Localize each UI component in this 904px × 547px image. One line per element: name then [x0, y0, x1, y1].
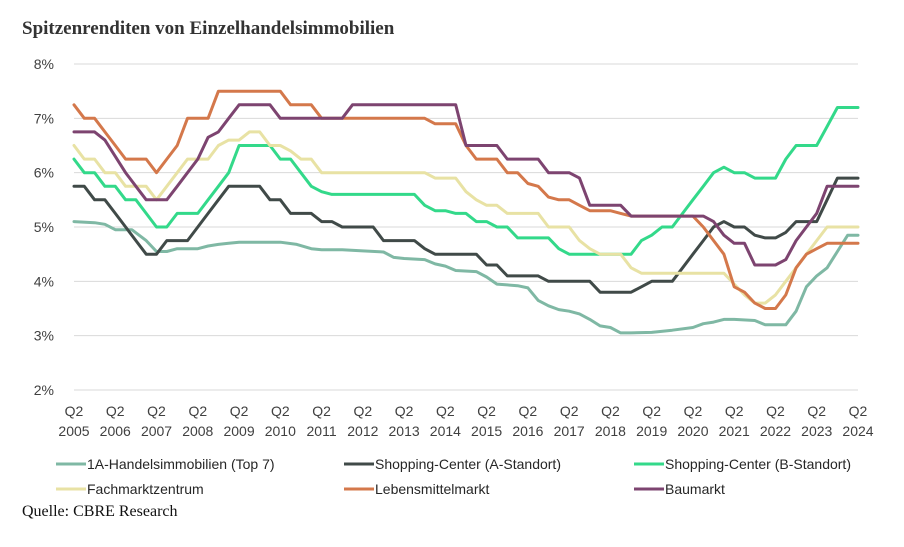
legend: 1A-Handelsimmobilien (Top 7) Shopping-Cen… [56, 456, 851, 497]
y-tick-label: 4% [34, 273, 54, 289]
legend-label: Fachmarktzentrum [87, 481, 204, 497]
x-tick-quarter: Q2 [684, 403, 703, 419]
legend-label: Shopping-Center (B-Standort) [665, 456, 851, 472]
series-line [72, 106, 860, 256]
x-tick-year: 2011 [307, 423, 337, 439]
x-tick-quarter: Q2 [642, 403, 661, 419]
x-tick-quarter: Q2 [353, 403, 372, 419]
x-tick-year: 2018 [595, 423, 626, 439]
x-tick-year: 2015 [471, 423, 502, 439]
x-tick-quarter: Q2 [65, 403, 84, 419]
x-tick-year: 2014 [430, 423, 461, 439]
x-tick-quarter: Q2 [312, 403, 331, 419]
x-tick-year: 2016 [512, 423, 543, 439]
y-tick-label: 2% [34, 382, 54, 398]
line-chart: 2%3%4%5%6%7%8% Q22005Q22006Q22007Q22008Q… [34, 56, 874, 497]
x-tick-year: 2013 [389, 423, 420, 439]
x-tick-year: 2007 [141, 423, 172, 439]
legend-label: Lebensmittelmarkt [375, 481, 489, 497]
x-tick-year: 2022 [760, 423, 791, 439]
chart-title: Spitzenrenditen von Einzelhandelsimmobil… [22, 18, 395, 39]
x-tick-quarter: Q2 [271, 403, 290, 419]
y-tick-label: 6% [34, 165, 54, 181]
x-tick-quarter: Q2 [395, 403, 414, 419]
x-tick-year: 2021 [719, 423, 750, 439]
x-tick-quarter: Q2 [188, 403, 207, 419]
x-tick-quarter: Q2 [436, 403, 455, 419]
x-tick-quarter: Q2 [106, 403, 125, 419]
x-tick-year: 2008 [182, 423, 213, 439]
y-tick-label: 5% [34, 219, 54, 235]
x-tick-quarter: Q2 [849, 403, 868, 419]
x-tick-quarter: Q2 [560, 403, 579, 419]
x-tick-year: 2005 [58, 423, 89, 439]
y-tick-label: 7% [34, 110, 54, 126]
x-tick-year: 2010 [265, 423, 296, 439]
series-line [72, 220, 860, 335]
series-line [72, 89, 860, 310]
gridlines [74, 63, 858, 391]
x-tick-year: 2012 [347, 423, 378, 439]
x-tick-quarter: Q2 [147, 403, 166, 419]
x-tick-quarter: Q2 [725, 403, 744, 419]
y-tick-label: 3% [34, 328, 54, 344]
x-tick-year: 2024 [842, 423, 873, 439]
x-tick-year: 2023 [801, 423, 832, 439]
source-note: Quelle: CBRE Research [22, 503, 178, 520]
x-tick-quarter: Q2 [519, 403, 538, 419]
x-tick-quarter: Q2 [230, 403, 249, 419]
x-tick-year: 2019 [636, 423, 667, 439]
x-tick-quarter: Q2 [766, 403, 785, 419]
series-lines [72, 89, 860, 335]
x-tick-year: 2017 [554, 423, 585, 439]
x-tick-year: 2006 [100, 423, 131, 439]
series-line [72, 176, 860, 294]
x-axis-ticks: Q2 2005 Q2 2006 Q2 2007 Q2 2008 Q2 2009 Q2 2010 Q2 20… [58, 403, 873, 439]
series-line [72, 130, 860, 305]
legend-label: 1A-Handelsimmobilien (Top 7) [87, 456, 275, 472]
x-tick-year: 2009 [223, 423, 254, 439]
x-tick-quarter: Q2 [601, 403, 620, 419]
series-line [72, 103, 860, 267]
legend-label: Shopping-Center (A-Standort) [375, 456, 561, 472]
x-tick-year: 2020 [677, 423, 708, 439]
x-tick-quarter: Q2 [477, 403, 496, 419]
y-tick-label: 8% [34, 56, 54, 72]
legend-label: Baumarkt [665, 481, 725, 497]
y-axis-ticks: 2% 3% 4% 5% 6% 7% 8% [34, 56, 54, 398]
x-tick-quarter: Q2 [807, 403, 826, 419]
